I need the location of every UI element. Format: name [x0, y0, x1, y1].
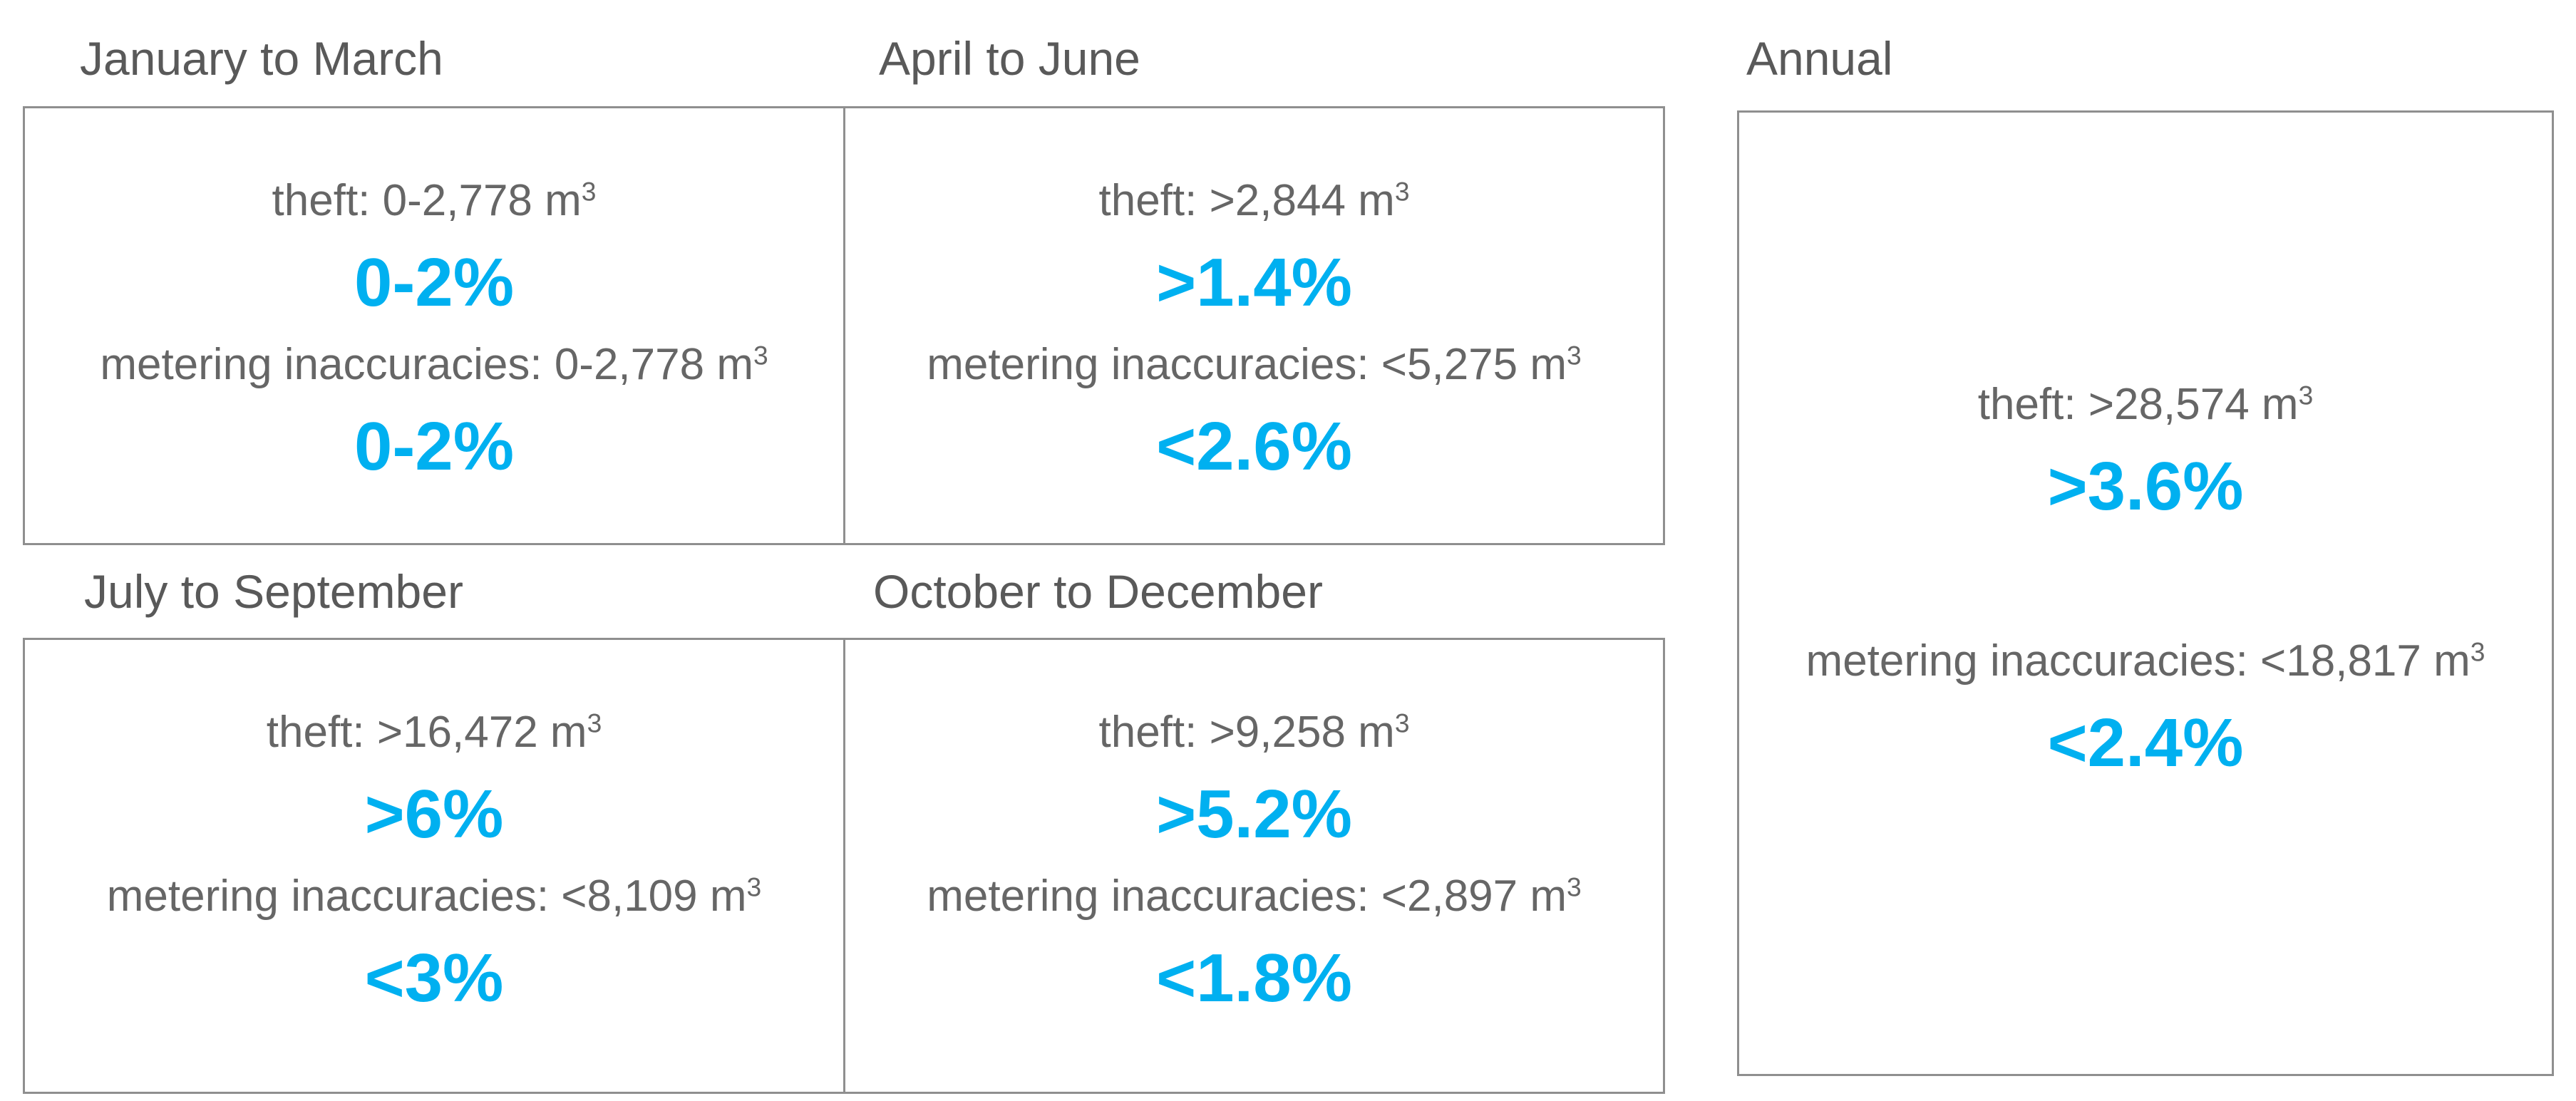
metering-percentage: <2.4%: [2047, 705, 2244, 781]
metering-range-text: metering inaccuracies: <2,897 m: [927, 872, 1567, 921]
panel-box-annual: theft: >28,574 m3 >3.6% metering inaccur…: [1737, 110, 2554, 1076]
theft-range-label: theft: >2,844 m3: [1098, 160, 1409, 242]
metering-range-label: metering inaccuracies: <2,897 m3: [927, 855, 1581, 937]
metering-range-label: metering inaccuracies: <18,817 m3: [1806, 620, 2485, 702]
theft-range-label: theft: >28,574 m3: [1978, 363, 2314, 445]
theft-range-text: theft: >28,574 m: [1977, 380, 2299, 429]
theft-percentage: 0-2%: [354, 244, 515, 321]
theft-range-text: theft: >16,472 m: [266, 708, 587, 757]
metering-range-text: metering inaccuracies: <18,817 m: [1805, 636, 2471, 686]
cubic-meter-exponent: 3: [1567, 872, 1582, 902]
cubic-meter-exponent: 3: [581, 176, 597, 207]
cubic-meter-exponent: 3: [746, 872, 762, 902]
cubic-meter-exponent: 3: [753, 340, 768, 371]
panel-title-october-to-december: October to December: [873, 565, 1323, 618]
theft-range-label: theft: >9,258 m3: [1098, 691, 1409, 773]
metering-range-label: metering inaccuracies: 0-2,778 m3: [100, 324, 768, 405]
cubic-meter-exponent: 3: [587, 708, 602, 738]
metering-range-text: metering inaccuracies: 0-2,778 m: [100, 340, 753, 389]
cubic-meter-exponent: 3: [2470, 636, 2485, 667]
metering-range-label: metering inaccuracies: <8,109 m3: [107, 855, 761, 937]
panel-box-april-to-june: theft: >2,844 m3 >1.4% metering inaccura…: [843, 106, 1665, 545]
cubic-meter-exponent: 3: [1567, 340, 1582, 371]
theft-range-text: theft: >9,258 m: [1098, 708, 1395, 757]
theft-percentage: >5.2%: [1156, 776, 1352, 852]
metering-percentage: <1.8%: [1156, 940, 1352, 1016]
metering-percentage: <3%: [364, 940, 504, 1016]
metering-percentage: <2.6%: [1156, 408, 1352, 485]
panel-title-april-to-june: April to June: [879, 32, 1140, 85]
panel-title-july-to-september: July to September: [84, 565, 463, 618]
theft-range-text: theft: >2,844 m: [1098, 176, 1395, 225]
theft-percentage: >3.6%: [2047, 448, 2244, 524]
panel-box-october-to-december: theft: >9,258 m3 >5.2% metering inaccura…: [843, 638, 1665, 1094]
theft-percentage: >1.4%: [1156, 244, 1352, 321]
panel-box-january-to-march: theft: 0-2,778 m3 0-2% metering inaccura…: [23, 106, 845, 545]
panel-box-july-to-september: theft: >16,472 m3 >6% metering inaccurac…: [23, 638, 845, 1094]
metering-range-text: metering inaccuracies: <5,275 m: [927, 340, 1567, 389]
cubic-meter-exponent: 3: [2298, 380, 2314, 410]
theft-range-text: theft: 0-2,778 m: [272, 176, 582, 225]
panel-title-january-to-march: January to March: [80, 32, 443, 85]
panel-title-annual: Annual: [1746, 32, 1893, 85]
metering-percentage: 0-2%: [354, 408, 515, 485]
theft-range-label: theft: >16,472 m3: [267, 691, 602, 773]
metering-range-label: metering inaccuracies: <5,275 m3: [927, 324, 1581, 405]
cubic-meter-exponent: 3: [1394, 708, 1410, 738]
theft-range-label: theft: 0-2,778 m3: [272, 160, 597, 242]
cubic-meter-exponent: 3: [1394, 176, 1410, 207]
metering-range-text: metering inaccuracies: <8,109 m: [106, 872, 747, 921]
theft-percentage: >6%: [364, 776, 504, 852]
